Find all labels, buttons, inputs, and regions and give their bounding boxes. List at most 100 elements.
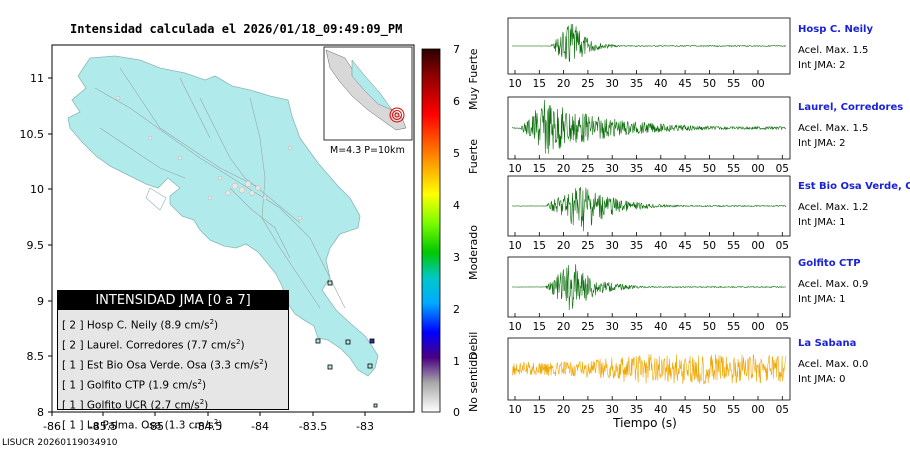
unit-exponent: 2 [236, 338, 241, 346]
station-list-title: INTENSIDAD JMA [0 a 7] [58, 291, 288, 310]
trace-tick-label: 15 [533, 163, 546, 175]
scale-tick: 5 [453, 147, 460, 160]
station-name: Golfito UCR [86, 399, 148, 412]
scale-tick: 4 [453, 199, 460, 212]
trace-tick-label: 40 [654, 321, 667, 333]
trace-acel-max: Acel. Max. 0.9 [798, 279, 869, 290]
trace-waveform [512, 186, 787, 232]
trace-tick-label: 20 [557, 404, 570, 416]
map-y-tick: 9 [37, 295, 44, 308]
trace-tick-label: 20 [557, 78, 570, 90]
trace-tick-label: 15 [533, 78, 546, 90]
scale-label: Debil [467, 332, 480, 360]
trace-info-2: Laurel, Corredores Acel. Max. 1.5 Int JM… [798, 102, 910, 149]
scale-tick: 3 [453, 251, 460, 264]
map-y-axis: 11 10.5 10 9.5 9 8.5 8 [20, 72, 45, 419]
trace-tick-label: 45 [678, 240, 691, 252]
scale-labels: Muy Fuerte Fuerte Moderado Debil No sent… [467, 48, 480, 412]
unit-exponent: 2 [259, 358, 264, 366]
trace-int-jma: Int JMA: 2 [798, 60, 846, 71]
trace-waveform [512, 23, 787, 62]
trace-tick-label: 55 [727, 404, 740, 416]
trace-int-jma: Int JMA: 2 [798, 138, 846, 149]
trace-tick-label: 45 [678, 163, 691, 175]
station-value: (7.7 cm/s [186, 339, 237, 352]
station-name: Est Bio Osa Verde. Osa [86, 359, 207, 372]
map-x-tick: -85.5 [89, 420, 117, 433]
costa-rica-land [67, 55, 379, 377]
trace-acel-max: Acel. Max. 0.0 [798, 359, 869, 370]
station-list-item: [ 1 ] La Palma. Osa (1.3 cm/s2) [62, 418, 223, 432]
trace-station-name: Laurel, Corredores [798, 102, 904, 113]
map-x-tick: -83.5 [299, 420, 327, 433]
station-int: [ 1 ] [62, 399, 84, 412]
trace-tick-label: 00 [751, 404, 764, 416]
station-list-item: [ 1 ] Est Bio Osa Verde. Osa (3.3 cm/s2) [62, 358, 268, 372]
trace-tick-label: 55 [727, 78, 740, 90]
map-title: Intensidad calculada el 2026/01/18_09:49… [70, 22, 403, 36]
map-x-tick: -85 [146, 420, 164, 433]
trace-tick-label: 10 [508, 240, 521, 252]
map-y-tick: 8 [37, 406, 44, 419]
trace-info-3: Est Bio Osa Verde, Osa Acel. Max. 1.2 In… [798, 181, 910, 228]
trace-tick-label: 50 [703, 240, 716, 252]
trace-tick-label: 00 [751, 321, 764, 333]
trace-tick-label: 25 [581, 404, 594, 416]
city-dots [115, 95, 303, 221]
station-name: La Palma. Osa [86, 419, 162, 432]
map-y-tick: 10 [30, 183, 44, 196]
station-name: Hosp C. Neily [86, 319, 158, 332]
map-y-tick: 11 [30, 72, 44, 85]
trace-tick-label: 15 [533, 321, 546, 333]
trace-tick-label: 50 [703, 163, 716, 175]
trace-int-jma: Int JMA: 1 [798, 217, 846, 228]
trace-tick-label: 30 [606, 163, 619, 175]
station-value: (3.3 cm/s [210, 359, 260, 372]
station-value: (1.9 cm/s [148, 379, 198, 392]
station-list-item: [ 2 ] Hosp C. Neily (8.9 cm/s2) [62, 318, 219, 332]
trace-tick-label: 35 [630, 404, 643, 416]
scale-bar [421, 48, 441, 413]
trace-tick-label: 50 [703, 78, 716, 90]
trace-tick-label: 10 [508, 321, 521, 333]
trace-station-name: La Sabana [798, 338, 857, 349]
trace-station-name: Est Bio Osa Verde, Osa [798, 181, 910, 192]
trace-tick-label: 55 [727, 321, 740, 333]
trace-tick-label: 40 [654, 78, 667, 90]
seismogram-panel: Tiempo (s) 10 15 20 25 30 35 40 45 50 55 00 10 15 20 2… [507, 17, 791, 430]
seismogram-trace: 10 15 20 25 30 35 40 45 50 55 00 05 [507, 96, 791, 175]
trace-acel-max: Acel. Max. 1.5 [798, 45, 869, 56]
trace-tick-label: 45 [678, 321, 691, 333]
map-x-tick: -84 [251, 420, 269, 433]
trace-tick-label: 25 [581, 321, 594, 333]
trace-tick-label: 20 [557, 321, 570, 333]
epicenter-marker [389, 107, 405, 123]
trace-tick-label: 05 [776, 163, 789, 175]
gulf-of-nicoya [145, 187, 167, 211]
map-y-tick: 8.5 [27, 350, 45, 363]
trace-int-jma: Int JMA: 1 [798, 294, 846, 305]
unit-exponent: 2 [209, 318, 215, 326]
station-markers [315, 280, 378, 408]
scale-tick: 1 [453, 355, 460, 368]
trace-tick-label: 35 [630, 78, 643, 90]
trace-tick-label: 30 [606, 404, 619, 416]
scale-tick: 7 [453, 43, 460, 56]
scale-label: Moderado [467, 225, 480, 280]
station-value: (8.9 cm/s [160, 319, 210, 332]
trace-tick-label: 10 [508, 404, 521, 416]
time-axis-label: Tiempo (s) [612, 416, 677, 430]
seismogram-trace: 10 15 20 25 30 35 40 45 50 55 00 05 [507, 337, 791, 416]
map-x-tick: -84.5 [194, 420, 222, 433]
station-list: [ 2 ] Hosp C. Neily (8.9 cm/s2) [ 2 ] La… [58, 310, 288, 434]
station-int: [ 1 ] [62, 419, 84, 432]
station-list-item: [ 2 ] Laurel. Corredores (7.7 cm/s2) [62, 338, 245, 352]
trace-tick-label: 55 [727, 240, 740, 252]
scale-tick: 2 [453, 303, 460, 316]
station-list-panel: INTENSIDAD JMA [0 a 7] [ 2 ] Hosp C. Nei… [57, 290, 289, 432]
trace-tick-label: 45 [678, 78, 691, 90]
trace-tick-label: 50 [703, 321, 716, 333]
unit-exponent: 2 [197, 378, 202, 386]
map-x-tick: -83 [356, 420, 374, 433]
trace-tick-label: 40 [654, 240, 667, 252]
